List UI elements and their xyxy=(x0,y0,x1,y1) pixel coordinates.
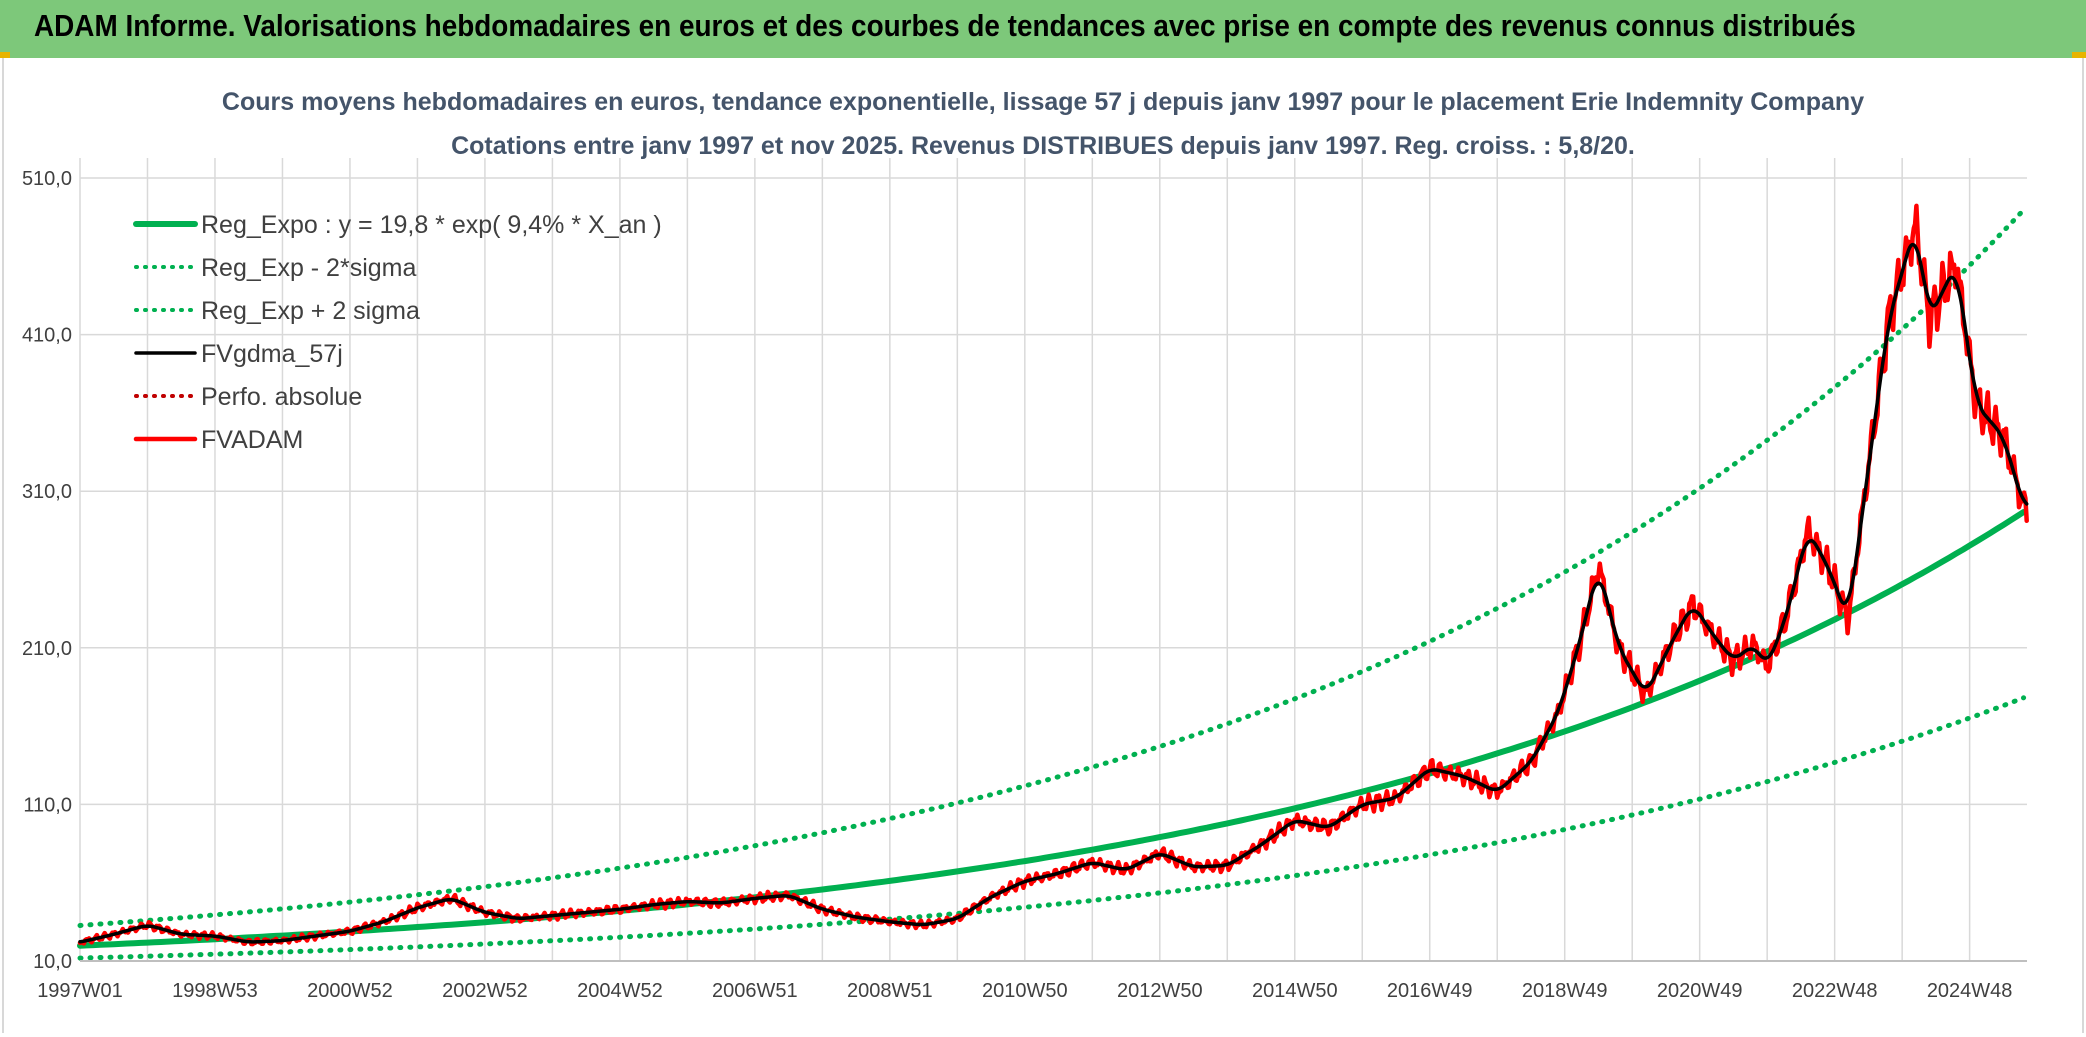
header-bar xyxy=(0,0,2086,58)
x-tick-label: 2012W50 xyxy=(1117,980,1203,1002)
chart-subtitle: Cotations entre janv 1997 et nov 2025. R… xyxy=(451,132,1635,160)
y-tick-label: 10,0 xyxy=(33,951,72,973)
legend-label-perfo-absolue: Perfo. absolue xyxy=(201,383,362,411)
series-reg-exp-2-sigma xyxy=(77,207,2027,928)
y-tick-label: 310,0 xyxy=(22,481,72,503)
x-tick-label: 1998W53 xyxy=(172,980,258,1002)
x-tick-label: 2010W50 xyxy=(982,980,1068,1002)
x-tick-label: 2020W49 xyxy=(1657,980,1743,1002)
chart-area: Cours moyens hebdomadaires en euros, ten… xyxy=(22,88,2029,1002)
legend-label-reg-exp-2-sigma: Reg_Exp + 2 sigma xyxy=(201,297,420,325)
legend-label-fvgdma-57j: FVgdma_57j xyxy=(201,340,343,368)
legend-label-reg-exp-2-sigma: Reg_Exp - 2*sigma xyxy=(201,254,416,282)
frame-border-right xyxy=(2082,58,2084,1033)
axis-layer: 10,0 110,0 210,0 310,0 410,0 510,0 1997W01 1998… xyxy=(22,168,2027,1002)
legend: Reg_Expo : y = 19,8 * exp( 9,4% * X_an )… xyxy=(133,211,662,454)
y-tick-label: 210,0 xyxy=(22,638,72,660)
x-tick-label: 2002W52 xyxy=(442,980,528,1002)
series-fvgdma-57j xyxy=(78,242,2029,944)
y-tick-label: 110,0 xyxy=(23,794,72,816)
legend-label-reg-expo-y-19-8-exp-9-4-x-an: Reg_Expo : y = 19,8 * exp( 9,4% * X_an ) xyxy=(201,211,662,239)
series-layer xyxy=(77,203,2029,961)
y-tick-label: 410,0 xyxy=(22,325,72,347)
x-tick-label: 2018W49 xyxy=(1522,980,1608,1002)
x-tick-label: 2024W48 xyxy=(1927,980,2013,1002)
corner-marker-left xyxy=(0,52,10,58)
series-reg-exp-2-sigma xyxy=(77,695,2027,961)
x-tick-label: 2006W51 xyxy=(712,980,798,1002)
x-tick-label: 2000W52 xyxy=(307,980,393,1002)
series-fvadam xyxy=(77,203,2029,947)
corner-marker-right xyxy=(2072,52,2086,58)
x-tick-label: 2022W48 xyxy=(1792,980,1878,1002)
x-tick-label: 1997W01 xyxy=(37,980,123,1002)
legend-label-fvadam: FVADAM xyxy=(201,426,303,454)
chart-title: Cours moyens hebdomadaires en euros, ten… xyxy=(222,88,1864,116)
series-reg-expo-y-19-8-exp-9-4-x-an xyxy=(77,509,2027,949)
x-tick-label: 2008W51 xyxy=(847,980,933,1002)
x-tick-label: 2016W49 xyxy=(1387,980,1473,1002)
frame-border-left xyxy=(2,58,4,1033)
x-tick-label: 2004W52 xyxy=(577,980,663,1002)
x-tick-label: 2014W50 xyxy=(1252,980,1338,1002)
y-tick-label: 510,0 xyxy=(22,168,72,190)
report-title: ADAM Informe. Valorisations hebdomadaire… xyxy=(34,8,1856,43)
